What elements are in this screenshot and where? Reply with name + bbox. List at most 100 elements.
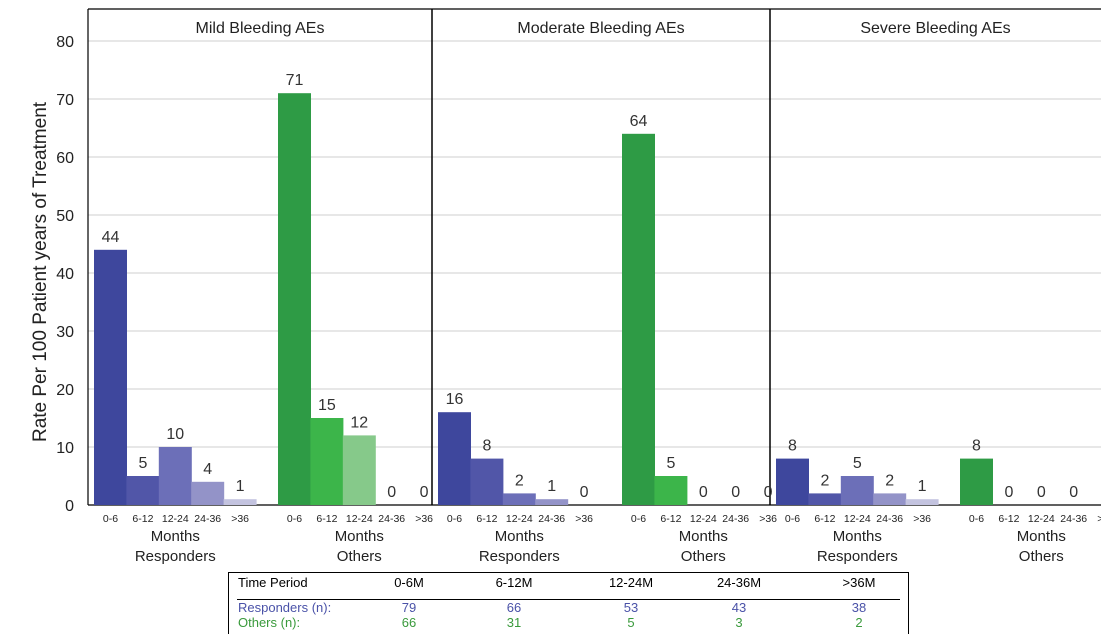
data-label: 0 — [1004, 484, 1013, 501]
x-tick-label: 0-6 — [103, 513, 118, 525]
table-cell: 79 — [401, 600, 417, 615]
data-label: 16 — [446, 391, 464, 408]
x-axis-label: Months — [335, 528, 384, 545]
data-label: 2 — [885, 472, 894, 489]
data-label: 0 — [1069, 484, 1078, 501]
x-tick-label: 24-36 — [378, 513, 405, 525]
data-label: 5 — [853, 455, 862, 472]
data-label: 64 — [630, 113, 648, 130]
table-header-cell: 6-12M — [495, 575, 533, 590]
x-tick-label: 6-12 — [998, 513, 1019, 525]
y-tick-label: 70 — [56, 92, 74, 109]
y-tick-label: 20 — [56, 382, 74, 399]
bar — [126, 476, 160, 505]
x-tick-label: 24-36 — [194, 513, 221, 525]
table-cell: 43 — [731, 600, 747, 615]
data-label: 10 — [166, 426, 184, 443]
data-label: 4 — [203, 461, 212, 478]
x-tick-label: 24-36 — [876, 513, 903, 525]
bar — [278, 93, 311, 505]
data-label: 1 — [918, 478, 927, 495]
data-label: 0 — [1037, 484, 1046, 501]
panel-title: Severe Bleeding AEs — [860, 20, 1010, 37]
group-label: Responders — [479, 548, 560, 565]
x-tick-label: 12-24 — [844, 513, 871, 525]
data-label: 5 — [666, 455, 675, 472]
table-cell: 66 — [506, 600, 522, 615]
x-tick-label: >36 — [913, 513, 931, 525]
table-cell: 5 — [627, 615, 635, 630]
table-header-row: Time Period 0-6M 6-12M 12-24M 24-36M >36… — [229, 575, 908, 590]
panel-2: Moderate Bleeding AEs 16 0-6 8 6-12 2 12-24 1 24… — [438, 20, 777, 565]
data-label: 2 — [820, 472, 829, 489]
panel-3: Severe Bleeding AEs 8 0-6 2 6-12 5 12-24 2 24-36… — [776, 20, 1101, 565]
table-cell: 31 — [506, 615, 522, 630]
bar — [654, 476, 688, 505]
x-tick-label: 24-36 — [1060, 513, 1087, 525]
y-axis-ticks: 0 10 20 30 40 50 60 70 80 — [56, 34, 74, 515]
table-row-label: Responders (n): — [238, 600, 332, 615]
x-axis-label: Months — [151, 528, 200, 545]
x-tick-label: 6-12 — [660, 513, 681, 525]
group-label: Responders — [135, 548, 216, 565]
bar — [470, 458, 504, 505]
data-label: 8 — [788, 438, 797, 455]
table-row-label: Others (n): — [238, 615, 301, 630]
sample-size-table: Time Period 0-6M 6-12M 12-24M 24-36M >36… — [228, 572, 909, 634]
data-label: 8 — [482, 438, 491, 455]
bar — [535, 499, 569, 505]
x-tick-label: >36 — [231, 513, 249, 525]
data-label: 1 — [236, 478, 245, 495]
y-tick-label: 10 — [56, 440, 74, 457]
x-tick-label: 0-6 — [969, 513, 984, 525]
y-tick-label: 80 — [56, 34, 74, 51]
x-tick-label: >36 — [1097, 513, 1101, 525]
y-axis-label: Rate Per 100 Patient years of Treatment — [30, 101, 51, 442]
bar — [310, 418, 344, 505]
data-label: 0 — [387, 484, 396, 501]
x-tick-label: 24-36 — [722, 513, 749, 525]
bar — [342, 435, 376, 505]
x-axis-label: Months — [679, 528, 728, 545]
panel-title: Mild Bleeding AEs — [196, 20, 325, 37]
table-header-cell: >36M — [842, 575, 876, 590]
x-tick-label: >36 — [759, 513, 777, 525]
table-cell: 3 — [735, 615, 743, 630]
x-tick-label: 0-6 — [631, 513, 646, 525]
data-label: 2 — [515, 472, 524, 489]
x-tick-label: 12-24 — [506, 513, 533, 525]
data-label: 0 — [699, 484, 708, 501]
x-axis-label: Months — [1017, 528, 1066, 545]
bar — [905, 499, 939, 505]
bar — [502, 493, 536, 505]
data-label: 12 — [350, 414, 368, 431]
y-tick-label: 50 — [56, 208, 74, 225]
y-tick-label: 0 — [65, 498, 74, 515]
group-label: Responders — [817, 548, 898, 565]
bar — [840, 476, 874, 505]
data-label: 71 — [286, 72, 304, 89]
bar — [94, 249, 127, 505]
bar — [960, 458, 993, 505]
x-axis-label: Months — [833, 528, 882, 545]
y-tick-label: 40 — [56, 266, 74, 283]
x-tick-label: 24-36 — [538, 513, 565, 525]
y-tick-label: 60 — [56, 150, 74, 167]
group-label: Others — [681, 548, 726, 565]
panel-title: Moderate Bleeding AEs — [517, 20, 684, 37]
data-label: 44 — [102, 229, 120, 246]
x-tick-label: 0-6 — [287, 513, 302, 525]
x-tick-label: 12-24 — [162, 513, 189, 525]
bar — [223, 499, 257, 505]
x-tick-label: 6-12 — [476, 513, 497, 525]
x-tick-label: 0-6 — [785, 513, 800, 525]
x-tick-label: 6-12 — [814, 513, 835, 525]
gridlines — [88, 40, 1101, 448]
table-cell: 53 — [623, 600, 639, 615]
table-header-cell: Time Period — [238, 575, 308, 590]
x-tick-label: 12-24 — [1028, 513, 1055, 525]
x-tick-label: >36 — [415, 513, 433, 525]
bar — [158, 447, 192, 505]
x-axis-label: Months — [495, 528, 544, 545]
